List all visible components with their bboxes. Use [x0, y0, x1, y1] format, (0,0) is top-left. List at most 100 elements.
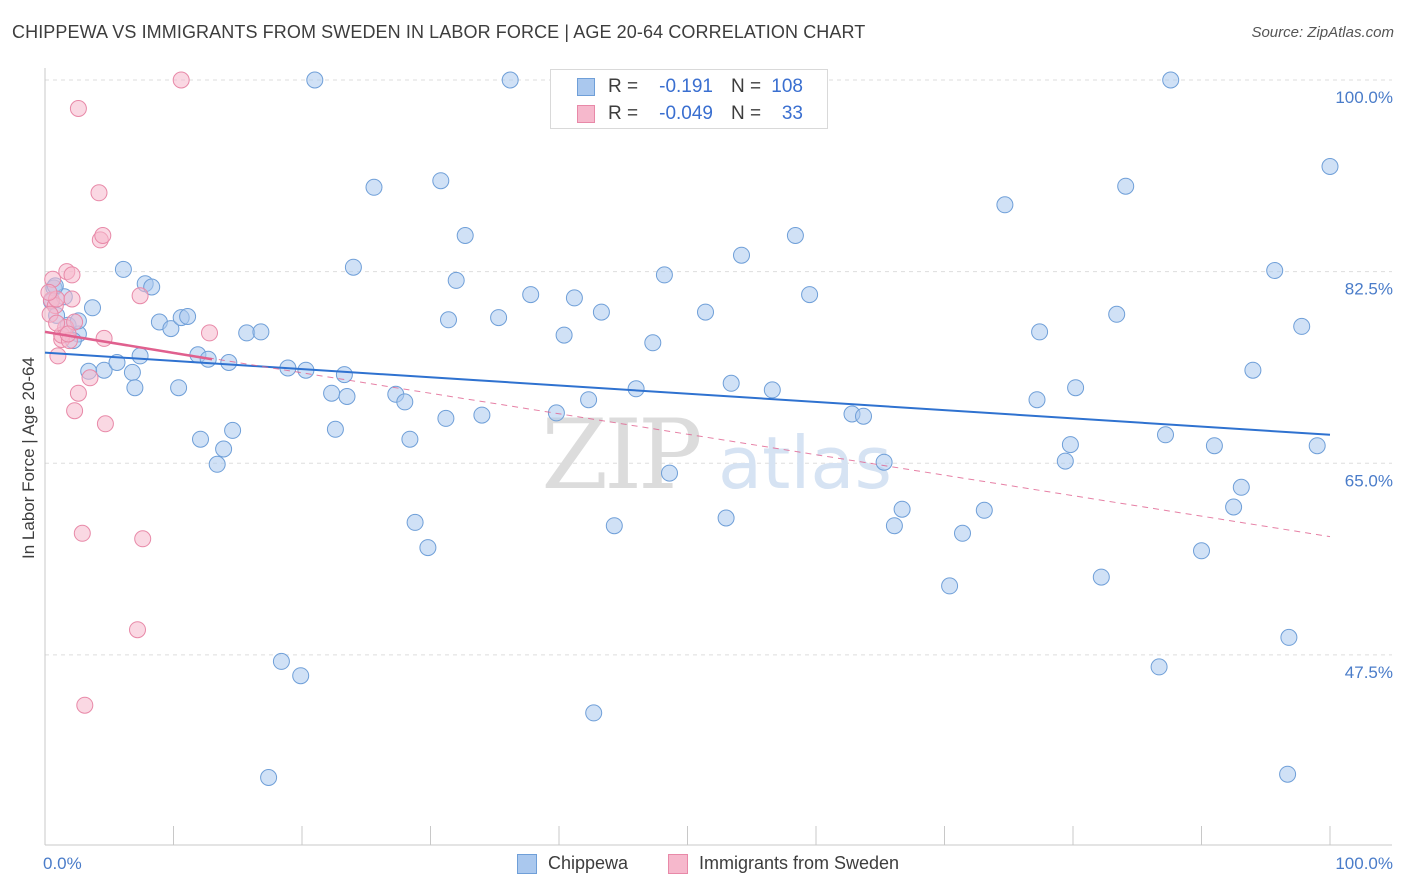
legend-r-value: -0.049 [659, 103, 713, 124]
chippewa-point [1193, 542, 1210, 560]
chippewa-point [238, 324, 256, 342]
chippewa-point [131, 347, 149, 365]
chippewa-point [1028, 391, 1046, 409]
chippewa-point [170, 379, 188, 397]
chippewa-point [555, 326, 573, 344]
series-swatch-sweden [668, 854, 688, 874]
chippewa-point [786, 227, 804, 244]
chippewa-point [1232, 478, 1250, 496]
chippewa-point [592, 303, 610, 321]
chippewa-point [1117, 177, 1135, 195]
chippewa-point [1150, 658, 1168, 676]
chippewa-point [627, 380, 645, 398]
sweden-point [131, 287, 149, 305]
chippewa-point [432, 172, 450, 190]
chippewa-point [893, 500, 911, 518]
sweden-point [63, 290, 81, 308]
chippewa-point [1225, 498, 1243, 516]
chippewa-point [580, 391, 598, 409]
sweden-point [90, 184, 108, 202]
chippewa-point [954, 524, 971, 542]
legend-n-value: 33 [781, 103, 803, 124]
chippewa-point [801, 286, 819, 304]
y-axis-label: In Labor Force | Age 20-64 [19, 357, 38, 559]
sweden-point [172, 71, 190, 89]
chippewa-point [875, 453, 893, 471]
legend-row-sweden: R = -0.049 N = 33 [551, 102, 829, 126]
y-tick-label: 47.5% [1345, 663, 1393, 682]
legend-swatch-chippewa [577, 78, 595, 96]
legend-r-label: R = [608, 76, 639, 97]
chippewa-point [326, 420, 344, 438]
chippewa-point [565, 289, 583, 307]
legend-r-label: R = [608, 103, 639, 124]
chippewa-point [224, 421, 242, 439]
chippewa-point [344, 258, 362, 276]
sweden-point [95, 329, 113, 347]
chippewa-point [697, 303, 714, 321]
sweden-point [81, 369, 99, 387]
chippewa-point [401, 430, 419, 448]
chippewa-point [501, 71, 519, 89]
chippewa-point [1067, 379, 1085, 397]
chippewa-point [473, 406, 491, 424]
y-tick-label: 100.0% [1335, 88, 1393, 107]
chippewa-point [975, 501, 993, 519]
chippewa-point [490, 309, 508, 327]
chippewa-point [126, 379, 144, 397]
tick-labels: 100.0% 82.5% 65.0% 47.5% 0.0% 100.0% [43, 88, 1393, 873]
chippewa-point [1031, 323, 1049, 341]
chippewa-point [1279, 765, 1297, 783]
y-tick-label: 65.0% [1345, 471, 1393, 490]
chippewa-point [855, 407, 872, 425]
chippewa-point [661, 464, 678, 482]
series-label-chippewa: Chippewa [548, 853, 629, 873]
chippewa-point [655, 266, 673, 284]
sweden-point [201, 324, 218, 342]
chippewa-point [644, 334, 662, 352]
chippewa-point [114, 260, 132, 278]
chippewa-point [885, 517, 903, 535]
sweden-point [76, 696, 94, 714]
sweden-point [69, 384, 87, 402]
chippewa-point [179, 308, 197, 325]
chippewa-point [419, 539, 437, 557]
chippewa-point [605, 517, 623, 535]
sweden-point [129, 621, 146, 639]
chippewa-point [733, 246, 750, 264]
chippewa-point [437, 409, 455, 427]
chippewa-point [292, 667, 310, 685]
source-credit: Source: ZipAtlas.com [1251, 24, 1394, 41]
chippewa-point [1280, 628, 1298, 646]
chippewa-point [208, 455, 226, 473]
chippewa-point [396, 393, 414, 411]
chippewa-point [1061, 436, 1079, 454]
chippewa-point [722, 374, 740, 392]
chippewa-point [260, 769, 278, 786]
sweden-trend-extension [44, 331, 1331, 538]
chippewa-point [252, 323, 270, 341]
chippewa-point [1321, 158, 1339, 175]
watermark: ZIP atlas [541, 399, 892, 511]
chippewa-point [306, 71, 324, 89]
chippewa-point [996, 196, 1014, 214]
chippewa-point [1308, 437, 1326, 455]
sweden-point [63, 266, 81, 284]
legend-n-value: 108 [771, 76, 803, 97]
series-label-sweden: Immigrants from Sweden [699, 853, 900, 873]
chippewa-point [717, 509, 735, 527]
chippewa-point [456, 227, 474, 244]
chippewa-point [1205, 437, 1223, 455]
y-tick-label: 82.5% [1345, 280, 1393, 299]
chippewa-point [406, 513, 424, 531]
legend-row-chippewa: R = -0.191 N = 108 [551, 75, 829, 99]
chippewa-point [1293, 317, 1311, 335]
chippewa-point [95, 361, 113, 379]
data-points [40, 71, 1339, 786]
gridlines [45, 79, 1392, 656]
sweden-trend-line [44, 330, 213, 361]
x-tick-label: 0.0% [43, 854, 82, 873]
chippewa-point [447, 271, 465, 289]
chippewa-point [220, 354, 238, 371]
